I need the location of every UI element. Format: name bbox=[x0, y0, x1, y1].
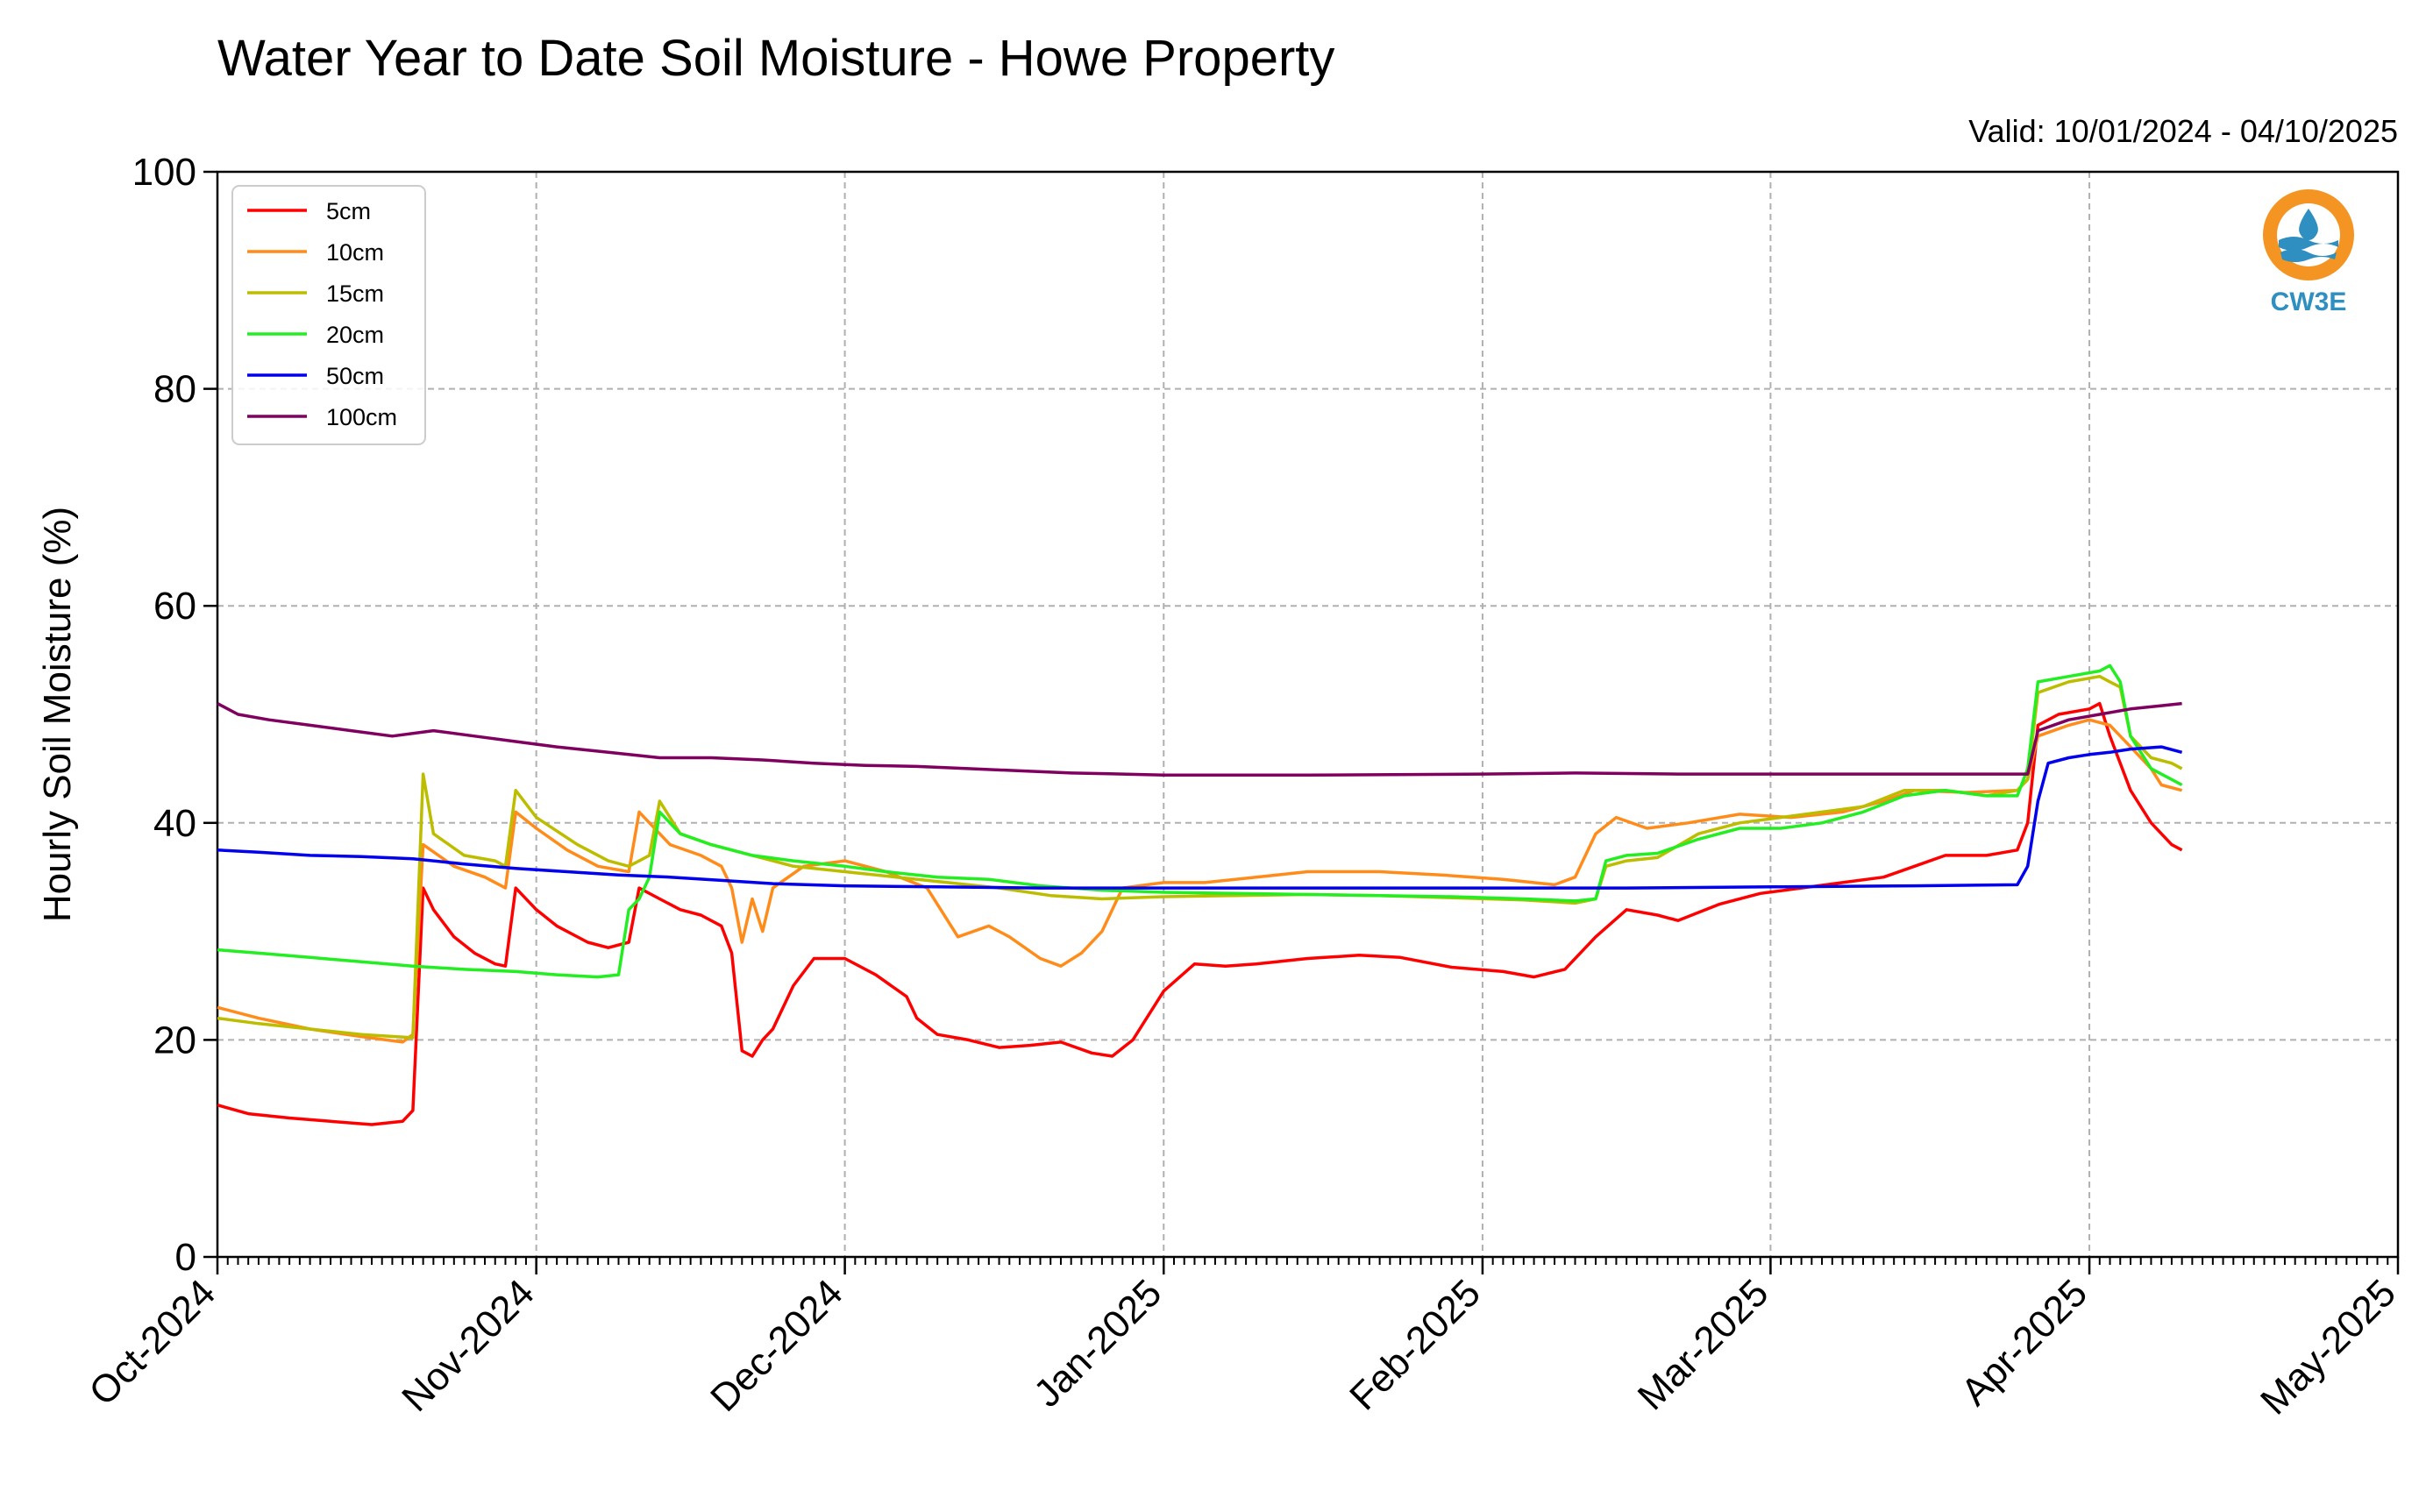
logo-text: CW3E bbox=[2271, 287, 2347, 316]
series-line-100cm bbox=[217, 701, 2182, 777]
y-tick-label: 60 bbox=[153, 585, 196, 628]
x-tick-label: Mar-2025 bbox=[1630, 1271, 1777, 1418]
chart-title: Water Year to Date Soil Moisture - Howe … bbox=[217, 30, 1334, 87]
y-tick-label: 0 bbox=[175, 1236, 196, 1279]
valid-date-range: Valid: 10/01/2024 - 04/10/2025 bbox=[1968, 113, 2398, 149]
x-tick-label: Jan-2025 bbox=[1026, 1271, 1170, 1415]
plot-area-frame bbox=[216, 170, 2400, 1259]
legend-label-100cm: 100cm bbox=[326, 404, 397, 430]
x-tick-label: Nov-2024 bbox=[394, 1271, 543, 1420]
logo-wave-icon bbox=[2279, 237, 2338, 251]
series-line-5cm bbox=[217, 701, 2183, 1126]
legend-label-15cm: 15cm bbox=[326, 280, 384, 307]
x-tick-label: Apr-2025 bbox=[1953, 1271, 2095, 1414]
legend-label-5cm: 5cm bbox=[326, 198, 371, 224]
series-line-10cm bbox=[217, 718, 2183, 1044]
cw3e-logo: CW3E bbox=[2263, 189, 2354, 316]
y-tick-label: 80 bbox=[153, 368, 196, 411]
x-tick-label: Oct-2024 bbox=[81, 1271, 224, 1414]
x-tick-label: May-2025 bbox=[2252, 1271, 2404, 1423]
logo-wave-icon-2 bbox=[2280, 249, 2337, 262]
series-line-20cm bbox=[217, 664, 2183, 979]
data-series bbox=[217, 664, 2183, 1126]
legend-label-10cm: 10cm bbox=[326, 239, 384, 266]
y-tick-label: 20 bbox=[153, 1019, 196, 1061]
x-tick-label: Feb-2025 bbox=[1341, 1271, 1489, 1418]
axes: 0 20 40 60 80 100 Oct-2024 Nov-2024 Dec-2024 Jan-… bbox=[81, 151, 2404, 1423]
y-tick-label: 40 bbox=[153, 802, 196, 845]
x-tick-label: Dec-2024 bbox=[702, 1271, 851, 1420]
legend-label-50cm: 50cm bbox=[326, 363, 384, 389]
series-line-15cm bbox=[217, 674, 2183, 1040]
y-tick-label: 100 bbox=[132, 151, 196, 194]
legend[interactable]: 5cm 10cm 15cm 20cm 50cm 100cm bbox=[231, 185, 426, 445]
grid-lines bbox=[217, 172, 2398, 1257]
series-line-50cm bbox=[217, 745, 2183, 890]
y-axis-label: Hourly Soil Moisture (%) bbox=[36, 507, 79, 922]
logo-drop-icon bbox=[2299, 209, 2318, 240]
legend-label-20cm: 20cm bbox=[326, 322, 384, 348]
